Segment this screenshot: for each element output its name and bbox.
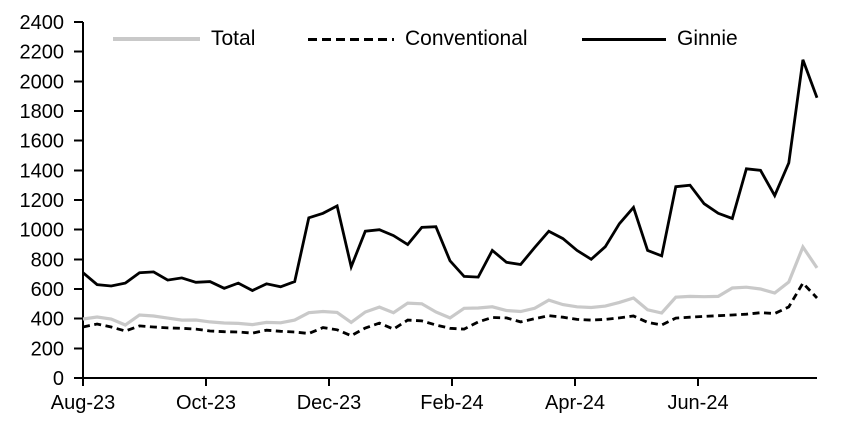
legend-item-ginnie: Ginnie [582, 28, 738, 50]
x-tick-label: Aug-23 [51, 392, 116, 414]
legend-label-ginnie: Ginnie [677, 27, 738, 50]
series-line-conventional [82, 280, 819, 338]
y-tick-label: 1000 [20, 220, 65, 242]
series-line-total [82, 243, 819, 327]
y-tick-label: 0 [53, 368, 64, 390]
legend-label-total: Total [211, 27, 256, 50]
y-tick-label: 400 [31, 309, 64, 331]
y-tick-label: 2200 [20, 42, 65, 64]
total-line-sample-icon [113, 37, 200, 41]
ginnie-line-sample-icon [582, 37, 666, 41]
y-tick-label: 800 [31, 249, 64, 271]
x-tick-label: Feb-24 [420, 392, 483, 414]
y-tick-label: 1200 [20, 190, 65, 212]
x-tick-label: Apr-24 [545, 392, 605, 414]
y-tick-label: 2000 [20, 71, 65, 93]
legend-label-conventional: Conventional [405, 27, 528, 50]
series-line-ginnie [82, 59, 819, 293]
y-tick-label: 1800 [20, 101, 65, 123]
y-tick-label: 2400 [20, 12, 65, 34]
legend-item-conventional: Conventional [308, 28, 528, 50]
y-tick-label: 200 [31, 338, 64, 360]
y-tick-label: 1400 [20, 160, 65, 182]
y-tick-label: 600 [31, 279, 64, 301]
y-tick-label: 1600 [20, 131, 65, 153]
x-tick-label: Dec-23 [297, 392, 361, 414]
x-tick-label: Oct-23 [176, 392, 236, 414]
conventional-dashed-line-sample-icon [308, 37, 394, 41]
legend-item-total: Total [113, 28, 255, 50]
x-tick-label: Jun-24 [667, 392, 728, 414]
